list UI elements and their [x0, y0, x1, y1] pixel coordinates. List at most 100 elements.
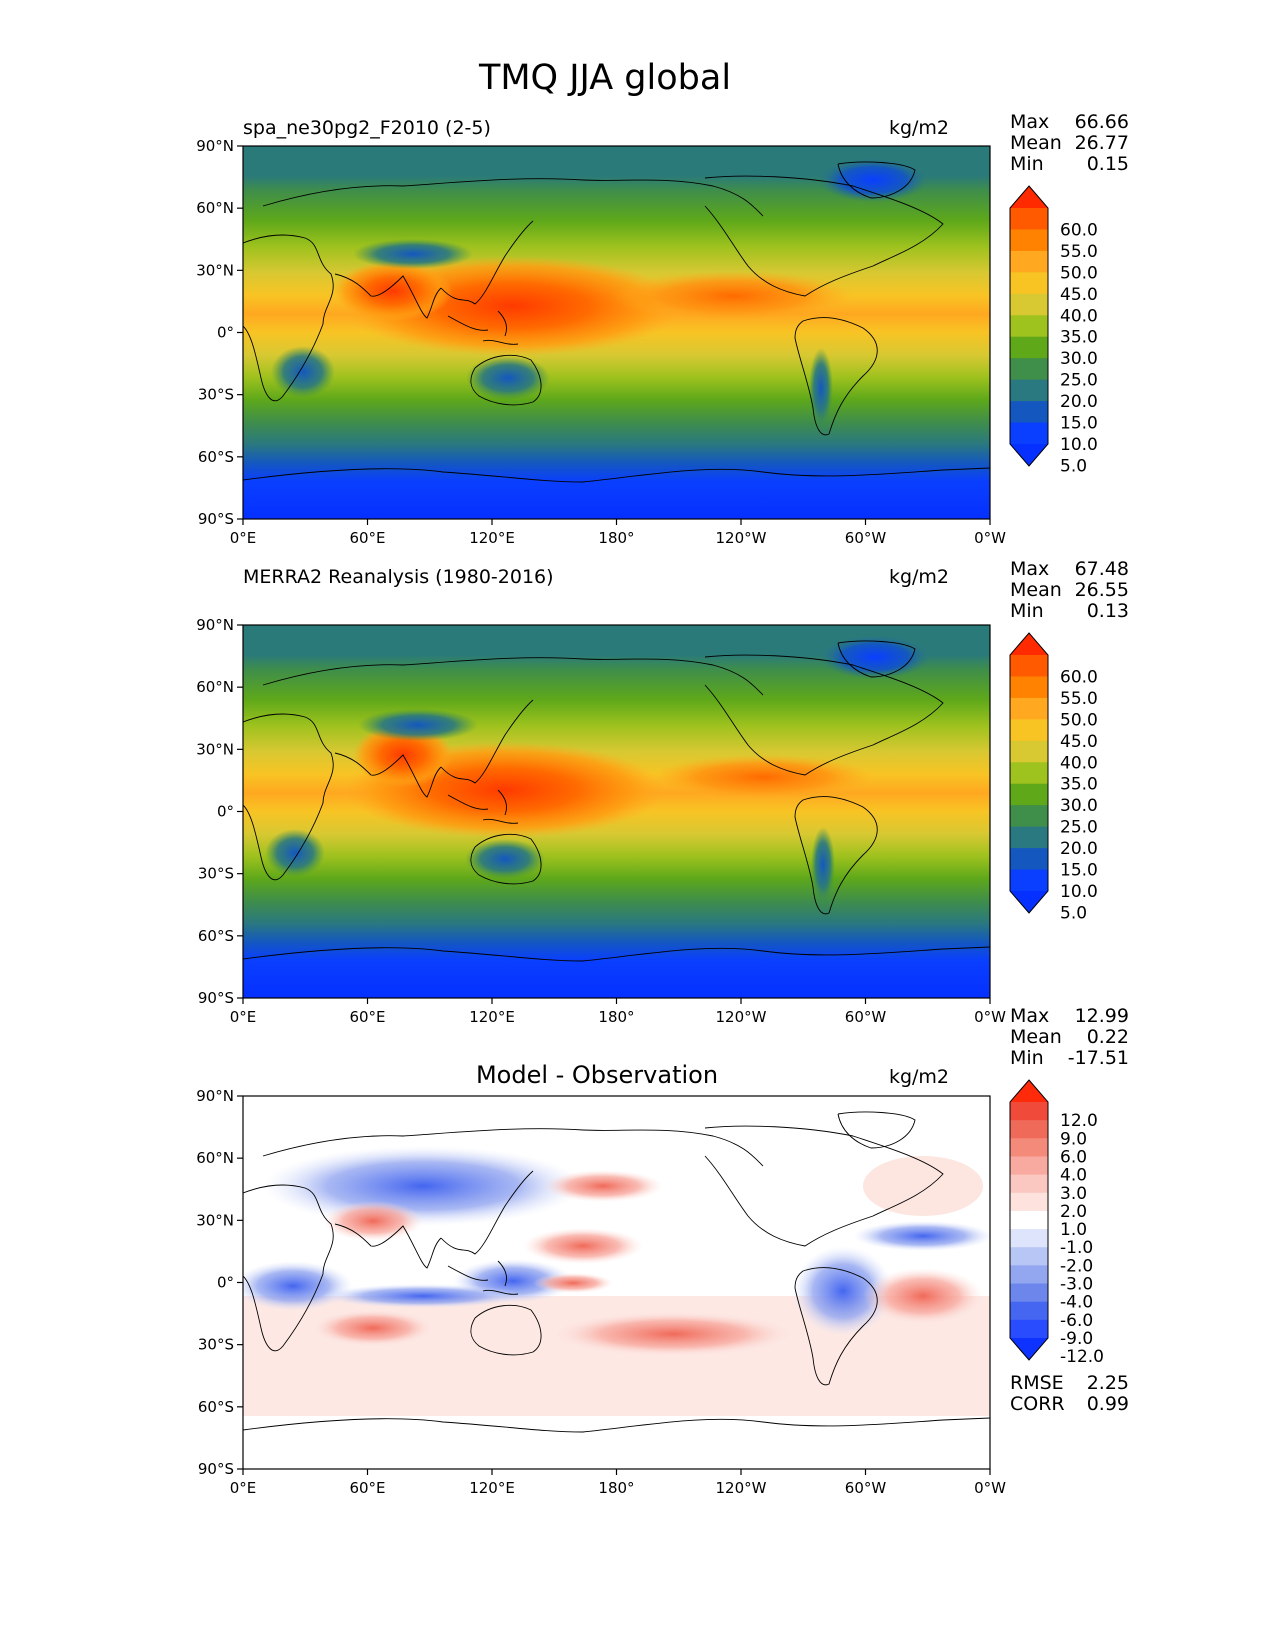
colorbar-min-extend [1010, 444, 1048, 466]
panel-model: spa_ne30pg2_F2010 (2-5) kg/m2 [242, 117, 991, 520]
colorbar-label: -3.0 [1060, 1275, 1093, 1295]
colorbar-label: 10.0 [1060, 882, 1098, 902]
lon-tick-label: 120°E [469, 529, 515, 547]
stat-label: Mean [1010, 132, 1062, 154]
stat-label: Min [1010, 600, 1044, 622]
stat-value: 0.15 [1087, 153, 1129, 175]
colorbar-label: 25.0 [1060, 371, 1098, 391]
colorbar-segment [1010, 1174, 1048, 1194]
lat-tick-label: 30°S [198, 386, 234, 404]
lon-tick-label: 0°W [974, 529, 1006, 547]
lon-tick-label: 180° [598, 529, 634, 547]
stat-value: 26.55 [1075, 579, 1129, 601]
stat-label: Mean [1010, 579, 1062, 601]
colorbar-label: 40.0 [1060, 306, 1098, 326]
colorbar-label: 30.0 [1060, 349, 1098, 369]
colorbar-label: 15.0 [1060, 861, 1098, 881]
colorbar-label: 55.0 [1060, 689, 1098, 709]
colorbar-segment [1010, 1210, 1048, 1230]
colorbar-max-extend [1010, 633, 1048, 655]
lat-tick-label: 30°N [196, 1211, 234, 1229]
lon-tick-label: 60°E [349, 1479, 385, 1497]
stat-label: Max [1010, 111, 1049, 133]
stat-value: 12.99 [1075, 1005, 1129, 1027]
lon-tick-label: 0°W [974, 1479, 1006, 1497]
colorbar-segment [1010, 805, 1048, 828]
colorbar-label: 6.0 [1060, 1147, 1087, 1167]
metric-value: 2.25 [1087, 1372, 1129, 1394]
colorbar-segment [1010, 208, 1048, 230]
colorbar: 12.09.06.04.03.02.01.0-1.0-2.0-3.0-4.0-6… [1009, 1079, 1104, 1367]
lon-tick-label: 120°W [716, 1008, 767, 1026]
lon-tick-label: 60°W [845, 1479, 887, 1497]
colorbar-segment [1010, 250, 1048, 273]
colorbar-segment [1010, 293, 1048, 316]
lon-tick-label: 0°E [230, 1008, 257, 1026]
colorbar-label: 30.0 [1060, 796, 1098, 816]
colorbar-label: 12.0 [1060, 1111, 1098, 1131]
colorbar-label: 1.0 [1060, 1220, 1087, 1240]
colorbar-segment [1010, 1156, 1048, 1176]
colorbar-segment [1010, 1138, 1048, 1157]
panel-diff: Model - Observation kg/m2 [242, 1061, 991, 1470]
lat-tick-label: 60°S [198, 1398, 234, 1416]
colorbar-label: 60.0 [1060, 220, 1098, 240]
colorbar-max-extend [1010, 1080, 1048, 1102]
lat-tick-label: 0° [217, 803, 234, 821]
colorbar-label: 3.0 [1060, 1184, 1087, 1204]
stat-value: 67.48 [1075, 558, 1129, 580]
colorbar-segment [1010, 422, 1048, 445]
colorbar-min-extend [1010, 1338, 1048, 1360]
lon-tick-label: 180° [598, 1008, 634, 1026]
panel-diff-map [243, 1096, 990, 1469]
lon-tick-label: 0°W [974, 1008, 1006, 1026]
colorbar-segment [1010, 655, 1048, 677]
colorbar-segment [1010, 1265, 1048, 1285]
lon-tick-label: 180° [598, 1479, 634, 1497]
colorbar-segment [1010, 1102, 1048, 1121]
stat-value: 26.77 [1075, 132, 1129, 154]
colorbar-label: 4.0 [1060, 1166, 1087, 1186]
lat-tick-label: 90°N [196, 616, 234, 634]
colorbar-label: 50.0 [1060, 710, 1098, 730]
colorbar-max-extend [1010, 186, 1048, 208]
lat-tick-label: 0° [217, 1274, 234, 1292]
panel-obs-title: MERRA2 Reanalysis (1980-2016) [243, 566, 554, 588]
lon-tick-label: 0°E [230, 529, 257, 547]
lon-tick-label: 60°E [349, 529, 385, 547]
lat-tick-label: 60°N [196, 1149, 234, 1167]
colorbar-segment [1010, 1283, 1048, 1303]
colorbar-label: 5.0 [1060, 903, 1087, 923]
colorbar-label: -9.0 [1060, 1329, 1093, 1349]
colorbar-label: -1.0 [1060, 1238, 1093, 1258]
lat-tick-label: 0° [217, 324, 234, 342]
stat-label: Max [1010, 558, 1049, 580]
lon-tick-label: 60°W [845, 1008, 887, 1026]
colorbar-segment [1010, 1120, 1048, 1139]
lat-tick-label: 90°S [198, 1460, 234, 1478]
colorbar-segment [1010, 1301, 1048, 1321]
lat-tick-label: 60°N [196, 199, 234, 217]
colorbar-segment [1010, 783, 1048, 806]
colorbar-segment [1010, 229, 1048, 252]
colorbar-label: 45.0 [1060, 732, 1098, 752]
colorbar-segment [1010, 1229, 1048, 1248]
panel-model-units: kg/m2 [889, 117, 949, 139]
lon-tick-label: 120°E [469, 1479, 515, 1497]
lat-tick-label: 60°S [198, 927, 234, 945]
colorbar-segment [1010, 272, 1048, 295]
stat-value: 0.22 [1087, 1026, 1129, 1048]
lon-tick-label: 120°E [469, 1008, 515, 1026]
colorbar: 60.055.050.045.040.035.030.025.020.015.0… [1009, 185, 1098, 476]
lon-tick-label: 60°E [349, 1008, 385, 1026]
colorbar-outline [1009, 185, 1049, 467]
panel-diff-title: Model - Observation [476, 1061, 718, 1089]
colorbar-segment [1010, 379, 1048, 402]
colorbar-segment [1010, 1247, 1048, 1266]
lat-tick-label: 90°S [198, 510, 234, 528]
colorbar-segment [1010, 676, 1048, 699]
colorbar-segment [1010, 697, 1048, 720]
panel-diff-units: kg/m2 [889, 1066, 949, 1088]
metric-label: RMSE [1010, 1372, 1064, 1394]
